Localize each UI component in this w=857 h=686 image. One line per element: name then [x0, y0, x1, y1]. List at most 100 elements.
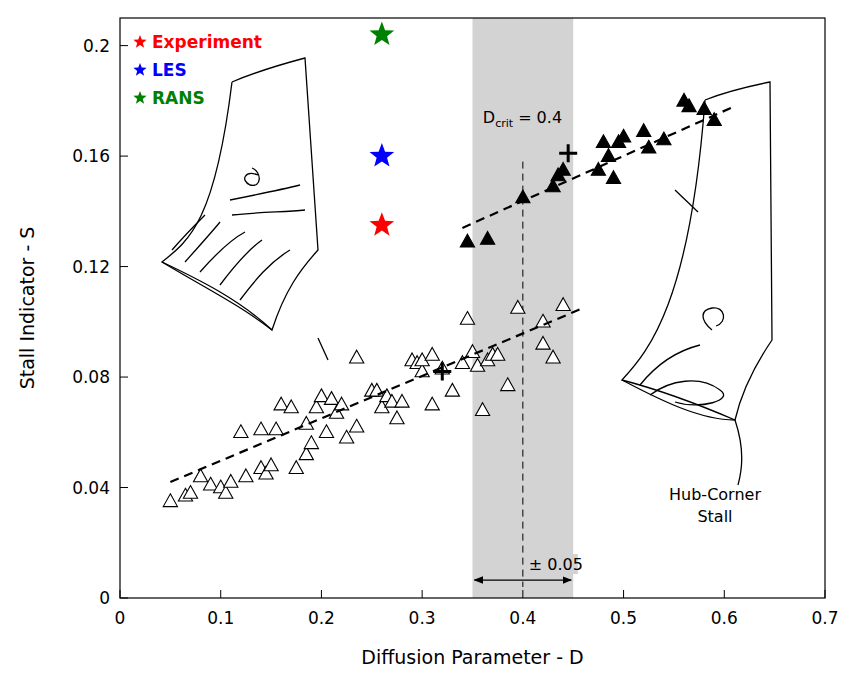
y-tick-label: 0.16 — [72, 146, 110, 166]
critical-symbol: D — [483, 108, 495, 127]
x-tick-label: 0.6 — [711, 608, 738, 628]
triangle-point — [491, 347, 505, 360]
legend-marker — [133, 91, 146, 104]
annotation: Hub-Corner Stall — [669, 485, 761, 526]
x-tick — [220, 590, 221, 598]
triangle-point — [193, 469, 207, 482]
legend: Experiment LES RANS — [133, 32, 262, 108]
y-axis-title: Stall Indicator - S — [16, 227, 38, 390]
data-marks — [163, 22, 734, 507]
vortex-right — [640, 308, 724, 405]
y-tick — [120, 45, 128, 46]
triangle-point — [254, 422, 268, 435]
triangle-point — [536, 336, 550, 349]
x-tick-label: 0.1 — [207, 608, 234, 628]
x-tick — [623, 590, 624, 598]
y-tick — [120, 266, 128, 267]
triangle-point — [536, 314, 550, 327]
x-tick-label: 0 — [115, 608, 126, 628]
band-arrow — [475, 579, 572, 580]
legend-marker — [133, 63, 146, 76]
x-tick-label: 0.4 — [509, 608, 536, 628]
triangle-point — [501, 378, 515, 391]
x-tick-label: 0.5 — [610, 608, 637, 628]
chart: 00.10.20.30.40.50.60.700.040.080.120.160… — [0, 0, 857, 686]
x-tick — [522, 590, 523, 598]
triangle-point — [606, 171, 620, 184]
x-tick-label: 0.3 — [409, 608, 436, 628]
star-point — [369, 143, 394, 167]
x-tick — [724, 590, 725, 598]
critical-line — [522, 162, 523, 587]
triangle-point — [445, 383, 459, 396]
leader-left — [318, 338, 328, 360]
trend-line — [170, 308, 583, 482]
triangle-point — [370, 383, 384, 396]
critical-label: Dcrit = 0.4 — [483, 108, 562, 130]
x-tick — [422, 590, 423, 598]
band-label: ± 0.05 — [529, 555, 583, 574]
triangle-point — [390, 411, 404, 424]
triangle-point — [350, 350, 364, 363]
leader-right — [675, 190, 698, 212]
y-tick — [120, 377, 128, 378]
y-tick-label: 0.08 — [72, 367, 110, 387]
triangle-point — [304, 436, 318, 449]
x-tick-label: 0.2 — [308, 608, 335, 628]
triangle-point — [556, 162, 570, 175]
triangle-point — [460, 234, 474, 247]
triangle-point — [284, 400, 298, 413]
annotation-line: Stall — [697, 507, 732, 526]
streaks-left — [172, 215, 290, 300]
critical-band — [473, 18, 574, 598]
star-point — [369, 22, 394, 46]
triangle-point — [163, 494, 177, 507]
critical-subscript: crit — [495, 117, 514, 130]
y-tick-label: 0.12 — [72, 257, 110, 277]
x-axis-title: Diffusion Parameter - D — [361, 646, 583, 668]
star-point — [369, 212, 394, 236]
legend-label: LES — [152, 60, 187, 80]
y-tick — [120, 156, 128, 157]
triangle-point — [616, 129, 630, 142]
triangle-point — [324, 392, 338, 405]
triangle-point — [682, 99, 696, 112]
x-tick — [321, 590, 322, 598]
triangle-point — [460, 312, 474, 325]
triangle-point — [556, 298, 570, 311]
triangle-point — [395, 394, 409, 407]
triangle-point — [465, 345, 479, 358]
triangle-point — [224, 475, 238, 488]
triangle-point — [269, 422, 283, 435]
triangle-point — [183, 486, 197, 499]
y-tick-label: 0.2 — [83, 36, 110, 56]
axes: 00.10.20.30.40.50.60.700.040.080.120.160… — [72, 18, 838, 628]
annotation-line: Hub-Corner — [669, 485, 761, 504]
triangle-point — [289, 461, 303, 474]
triangle-point — [511, 301, 525, 314]
blade-right — [622, 82, 772, 420]
x-tick-label: 0.7 — [811, 608, 838, 628]
triangle-point — [264, 458, 278, 471]
critical-text: = 0.4 — [518, 108, 562, 127]
triangle-point — [319, 425, 333, 438]
blade-sketch — [162, 58, 772, 485]
legend-marker — [133, 35, 146, 48]
legend-label: Experiment — [152, 32, 262, 52]
legend-label: RANS — [152, 88, 205, 108]
triangle-point — [239, 469, 253, 482]
triangle-point — [657, 132, 671, 145]
triangle-point — [596, 135, 610, 148]
y-tick — [120, 487, 128, 488]
triangle-point — [475, 403, 489, 416]
triangle-point — [234, 425, 248, 438]
triangle-point — [480, 231, 494, 244]
vortex-left — [230, 168, 305, 215]
triangle-point — [334, 397, 348, 410]
triangle-point — [546, 350, 560, 363]
trend-line — [462, 106, 734, 228]
cross-point — [559, 144, 577, 162]
triangle-point — [697, 102, 711, 115]
triangle-point — [350, 419, 364, 432]
hub-left — [162, 262, 272, 330]
